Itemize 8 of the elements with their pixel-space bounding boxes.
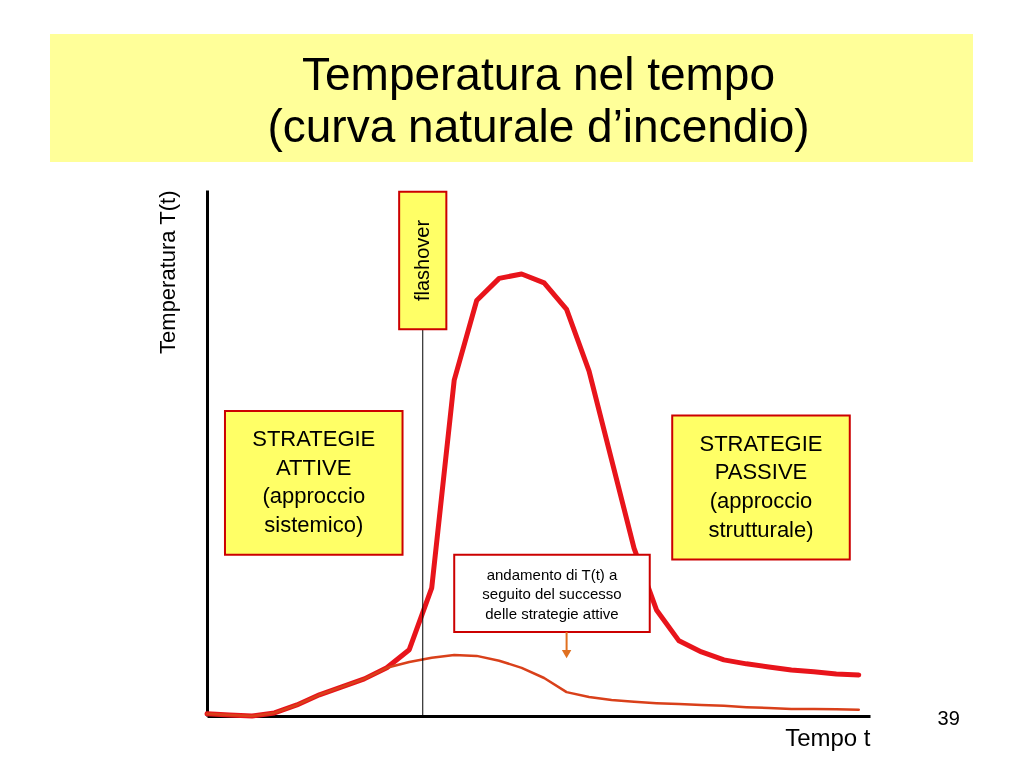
annotation: flashover xyxy=(410,219,433,302)
annotation: STRATEGIE PASSIVE (approccio strutturale) xyxy=(699,430,823,542)
chart-title: Temperatura nel tempo (curva naturale d’incendio) xyxy=(267,48,810,152)
x-axis-title: Tempo t xyxy=(785,723,871,751)
annotation: andamento di T(t) a seguito del successo delle strategie attive xyxy=(482,565,622,622)
annotation: STRATEGIE ATTIVE (approccio sistemico) xyxy=(252,426,376,537)
text: 39 xyxy=(937,706,960,729)
y-axis-title: Temperatura T(t) xyxy=(154,190,180,354)
